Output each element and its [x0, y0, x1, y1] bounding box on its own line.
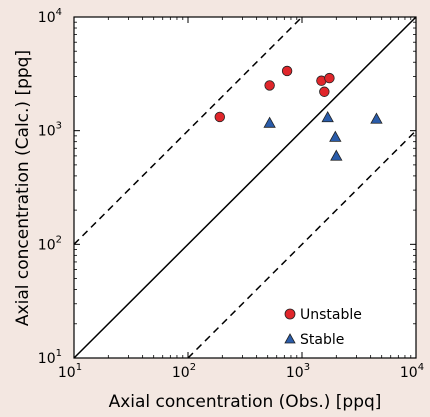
x-tick-label: 101: [58, 362, 82, 381]
unstable-point: [281, 65, 293, 77]
one-to-one-line: [73, 16, 417, 359]
x-axis-label: Axial concentration (Obs.) [ppq]: [109, 392, 382, 412]
unstable-point: [214, 111, 225, 123]
plot-frame: [73, 16, 417, 359]
dashed-reference-line: [187, 130, 417, 359]
y-axis-label: Axial concentration (Calc.) [ppq]: [13, 50, 33, 326]
legend-stable-marker: [284, 333, 296, 344]
stable-point: [321, 111, 334, 123]
dashed-reference-line: [73, 16, 303, 245]
x-tick-label: 102: [172, 362, 196, 381]
data-markers: [214, 65, 383, 161]
y-tick-label: 102: [38, 234, 62, 253]
stable-point: [329, 130, 342, 142]
unstable-point: [324, 72, 335, 84]
unstable-point: [264, 80, 275, 91]
legend-unstable-marker: [284, 308, 296, 320]
legend-stable-label: Stable: [300, 332, 344, 348]
legend-unstable-label: Unstable: [300, 307, 362, 323]
stable-point: [370, 112, 383, 124]
stable-point: [330, 149, 343, 161]
reference-lines: [73, 16, 417, 359]
y-tick-label: 104: [38, 7, 62, 26]
x-tick-label: 104: [400, 362, 424, 381]
axis-ticks: 101 102 103 104 101 102 103 104: [38, 7, 424, 381]
legend: Unstable Stable: [284, 307, 362, 348]
unstable-point: [319, 86, 330, 97]
y-tick-label: 101: [38, 348, 62, 367]
x-tick-label: 103: [286, 362, 310, 381]
stable-point: [263, 116, 276, 128]
y-tick-label: 103: [38, 121, 62, 140]
